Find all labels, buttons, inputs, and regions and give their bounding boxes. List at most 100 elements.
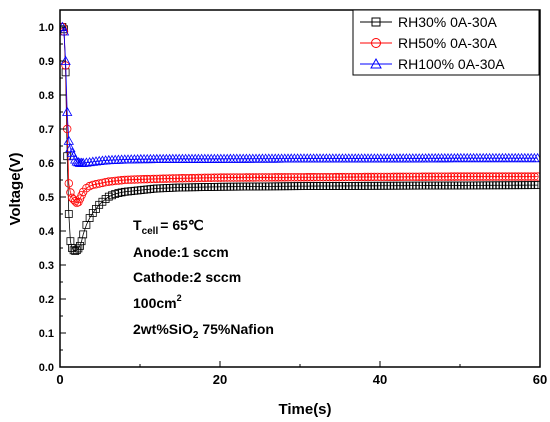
data-point: [251, 173, 261, 182]
legend-label-rh100: RH100% 0A-30A: [398, 56, 505, 72]
annotation-tcell: Tcell = 65℃: [133, 217, 204, 237]
data-point: [238, 173, 248, 182]
data-point: [241, 153, 252, 163]
data-point: [264, 173, 273, 182]
data-point: [487, 152, 498, 163]
data-point: [60, 26, 70, 36]
data-point: [484, 152, 495, 163]
data-point: [302, 153, 313, 163]
data-point: [434, 172, 443, 181]
data-point: [459, 172, 469, 181]
data-point: [98, 178, 107, 188]
data-point: [330, 153, 342, 163]
legend-item-rh50: RH50% 0A-30A: [360, 35, 497, 51]
data-point: [439, 152, 450, 163]
data-point: [356, 153, 367, 163]
data-point: [410, 153, 422, 163]
data-point: [491, 172, 501, 181]
data-point: [367, 172, 376, 182]
data-point: [488, 172, 497, 181]
data-point: [357, 172, 366, 182]
data-point: [466, 172, 475, 181]
data-point: [458, 152, 470, 163]
data-point: [231, 153, 242, 163]
data-point: [190, 153, 201, 163]
data-point: [495, 172, 504, 181]
data-point: [76, 241, 84, 250]
annotation-membrane: 2wt%SiO2 75%Nafion: [133, 321, 274, 341]
data-point: [164, 153, 175, 163]
data-point: [167, 153, 178, 163]
data-point: [174, 153, 185, 163]
data-point: [280, 173, 289, 182]
legend-marker-circle: [371, 38, 381, 48]
data-point: [443, 172, 453, 181]
data-point: [383, 172, 392, 182]
data-point: [463, 172, 472, 181]
data-point: [123, 175, 133, 185]
data-point: [267, 173, 277, 182]
data-point: [104, 177, 113, 186]
data-point: [255, 173, 264, 182]
data-point: [423, 153, 434, 163]
legend-item-rh100: RH100% 0A-30A: [360, 56, 505, 72]
data-point: [408, 172, 417, 182]
y-tick-label: 0.0: [39, 362, 54, 374]
annotation-cathode: Cathode:2 sccm: [133, 269, 241, 285]
data-point: [421, 172, 430, 181]
data-point: [318, 153, 329, 163]
data-point: [197, 173, 206, 183]
data-point: [474, 152, 486, 163]
data-point: [158, 153, 169, 163]
data-point: [277, 173, 286, 182]
y-tick-label: 0.4: [39, 226, 55, 238]
data-point: [363, 172, 373, 182]
data-point: [341, 172, 350, 182]
data-point: [178, 174, 187, 183]
data-point: [202, 153, 214, 163]
data-point: [152, 174, 161, 184]
data-point: [308, 153, 319, 163]
data-point: [292, 153, 303, 163]
data-point: [146, 174, 155, 184]
data-point: [261, 173, 270, 182]
data-point: [490, 152, 502, 163]
y-axis-title: Voltage(V): [7, 152, 24, 225]
data-point: [142, 153, 153, 164]
data-point: [168, 174, 177, 183]
data-point: [510, 152, 521, 163]
data-point: [335, 172, 344, 182]
data-point: [296, 173, 305, 182]
data-point: [66, 188, 75, 197]
annotation-anode: Anode:1 sccm: [133, 244, 229, 260]
data-point: [353, 153, 364, 163]
data-point: [161, 153, 172, 163]
data-point: [234, 153, 246, 163]
data-point: [298, 153, 310, 163]
data-point: [388, 153, 399, 163]
data-point: [337, 153, 348, 163]
data-point: [279, 153, 290, 163]
data-point: [225, 153, 236, 163]
data-point: [70, 197, 80, 206]
data-point: [394, 153, 406, 163]
data-point: [370, 172, 379, 182]
data-point: [299, 173, 309, 182]
data-point: [129, 154, 140, 164]
data-point: [122, 154, 134, 164]
data-point: [114, 176, 123, 185]
data-point: [325, 172, 334, 182]
data-point: [87, 156, 98, 166]
data-point: [338, 172, 347, 182]
data-point: [165, 174, 174, 183]
data-point: [91, 180, 101, 189]
data-point: [526, 152, 537, 163]
data-point: [395, 172, 405, 182]
data-point: [450, 172, 459, 181]
data-point: [452, 152, 463, 163]
data-point: [88, 180, 97, 190]
data-point: [62, 106, 73, 116]
data-point: [426, 153, 438, 163]
data-point: [181, 174, 190, 183]
data-point: [328, 172, 337, 182]
